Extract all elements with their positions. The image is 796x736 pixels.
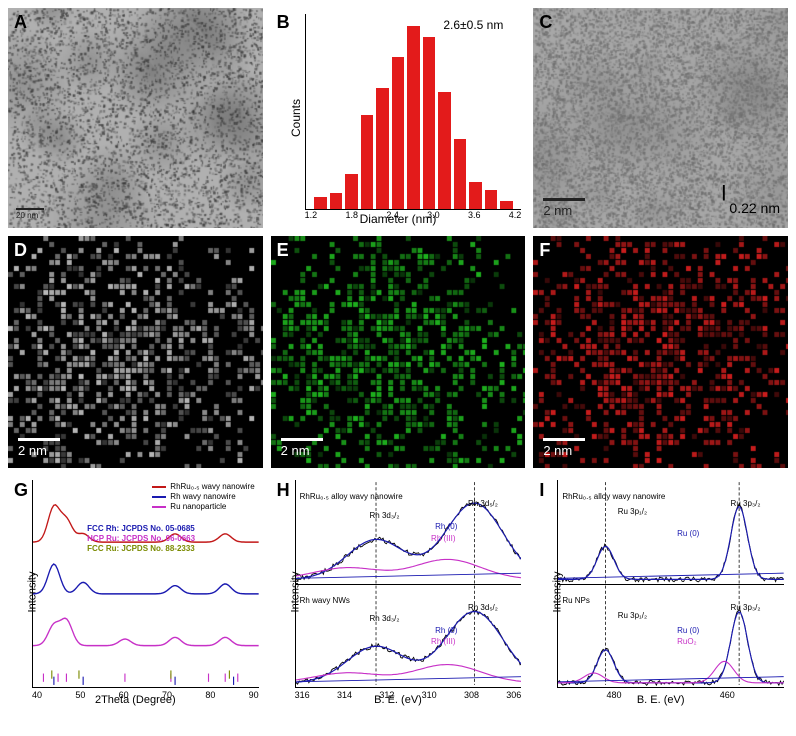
scale-bar-f: 2 nm [543,438,585,458]
eds-map-red [533,236,788,468]
panel-b-label: B [277,12,290,33]
lattice-value: 0.22 nm [729,200,780,216]
xps-h-xlabel: B. E. (eV) [374,694,422,706]
xrd-xlabel: 2Theta (Degree) [95,694,176,706]
panel-g-xrd: G Intensity RhRu₀.₅ wavy nanowireRh wavy… [8,476,263,708]
panel-f-label: F [539,240,550,261]
xrd-plot: RhRu₀.₅ wavy nanowireRh wavy nanowireRu … [32,480,259,688]
tem-image [8,8,263,228]
panel-e-eds-green: E 2 nm [271,236,526,468]
xps-h-plot: RhRu₀.₅ alloy wavy nanowireRh 3d₃/₂Rh 3d… [295,480,522,688]
panel-c-hrtem: C 2 nm || 0.22 nm [533,8,788,228]
eds-map-gray [8,236,263,468]
panel-c-label: C [539,12,552,33]
scale-text-f: 2 nm [543,443,572,458]
panel-b-histogram: B 2.6±0.5 nm Counts 1.21.82.43.03.64.2 D… [271,8,526,228]
panel-h-xps-rh: H Intensity RhRu₀.₅ alloy wavy nanowireR… [271,476,526,708]
scale-text-d: 2 nm [18,443,47,458]
histogram-ylabel: Counts [289,99,303,137]
panel-h-label: H [277,480,290,501]
scale-bar-e: 2 nm [281,438,323,458]
xrd-legend-refs: FCC Rh: JCPDS No. 05-0685HCP Ru: JCPDS N… [87,524,195,554]
panel-a-label: A [14,12,27,33]
panel-i-xps-ru: I Intensity RhRu₀.₅ alloy wavy nanowireR… [533,476,788,708]
scale-bar-c: 2 nm [543,198,585,218]
panel-f-eds-red: F 2 nm [533,236,788,468]
xps-i-xlabel: B. E. (eV) [637,694,685,706]
lattice-spacing: || 0.22 nm [729,200,780,216]
panel-e-label: E [277,240,289,261]
histogram-xlabel: Diameter (nm) [360,212,437,226]
scale-text-e: 2 nm [281,443,310,458]
scale-bar-a: 20 nm [16,208,44,220]
panel-a-tem: A 20 nm [8,8,263,228]
hrtem-image [533,8,788,228]
scale-text-c: 2 nm [543,203,572,218]
figure-grid: A 20 nm B 2.6±0.5 nm Counts 1.21.82.43.0… [8,8,788,728]
scale-text: 20 nm [16,211,38,220]
panel-g-label: G [14,480,28,501]
panel-d-label: D [14,240,27,261]
histogram-plot [305,14,522,210]
xrd-legend-series: RhRu₀.₅ wavy nanowireRh wavy nanowireRu … [152,482,254,512]
xps-i-plot: RhRu₀.₅ alloy wavy nanowireRu 3p₁/₂Ru 3p… [557,480,784,688]
scale-bar-d: 2 nm [18,438,60,458]
eds-map-green [271,236,526,468]
panel-i-label: I [539,480,544,501]
panel-d-eds-haadf: D 2 nm [8,236,263,468]
